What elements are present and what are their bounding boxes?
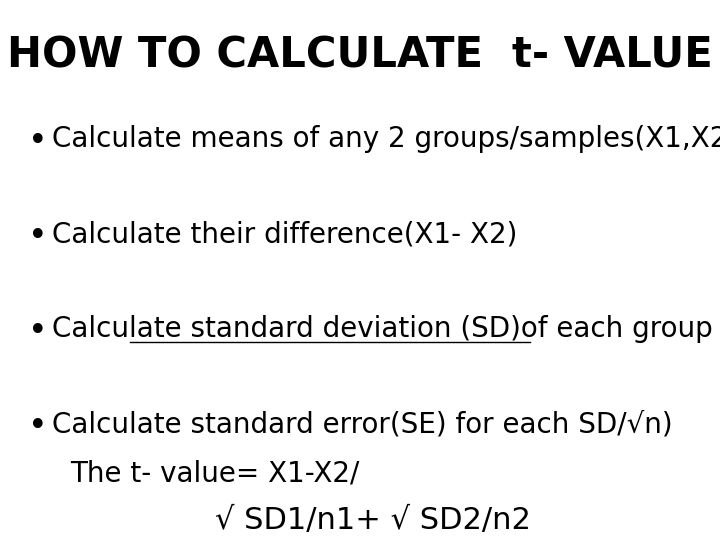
Text: √ SD1/n1+ √ SD2/n2: √ SD1/n1+ √ SD2/n2 [215,506,531,535]
Text: •: • [28,220,48,253]
Text: HOW TO CALCULATE  t- VALUE: HOW TO CALCULATE t- VALUE [7,35,713,77]
Text: •: • [28,410,48,443]
Text: The t- value= X1-X2/: The t- value= X1-X2/ [70,460,359,488]
Text: •: • [28,315,48,348]
Text: •: • [28,125,48,158]
Text: Calculate standard error(SE) for each SD/√n): Calculate standard error(SE) for each SD… [52,410,672,438]
Text: Calculate standard deviation (SD)of each group: Calculate standard deviation (SD)of each… [52,315,713,343]
Text: Calculate means of any 2 groups/samples(X1,X2): Calculate means of any 2 groups/samples(… [52,125,720,153]
Text: Calculate their difference(X1- X2): Calculate their difference(X1- X2) [52,220,518,248]
